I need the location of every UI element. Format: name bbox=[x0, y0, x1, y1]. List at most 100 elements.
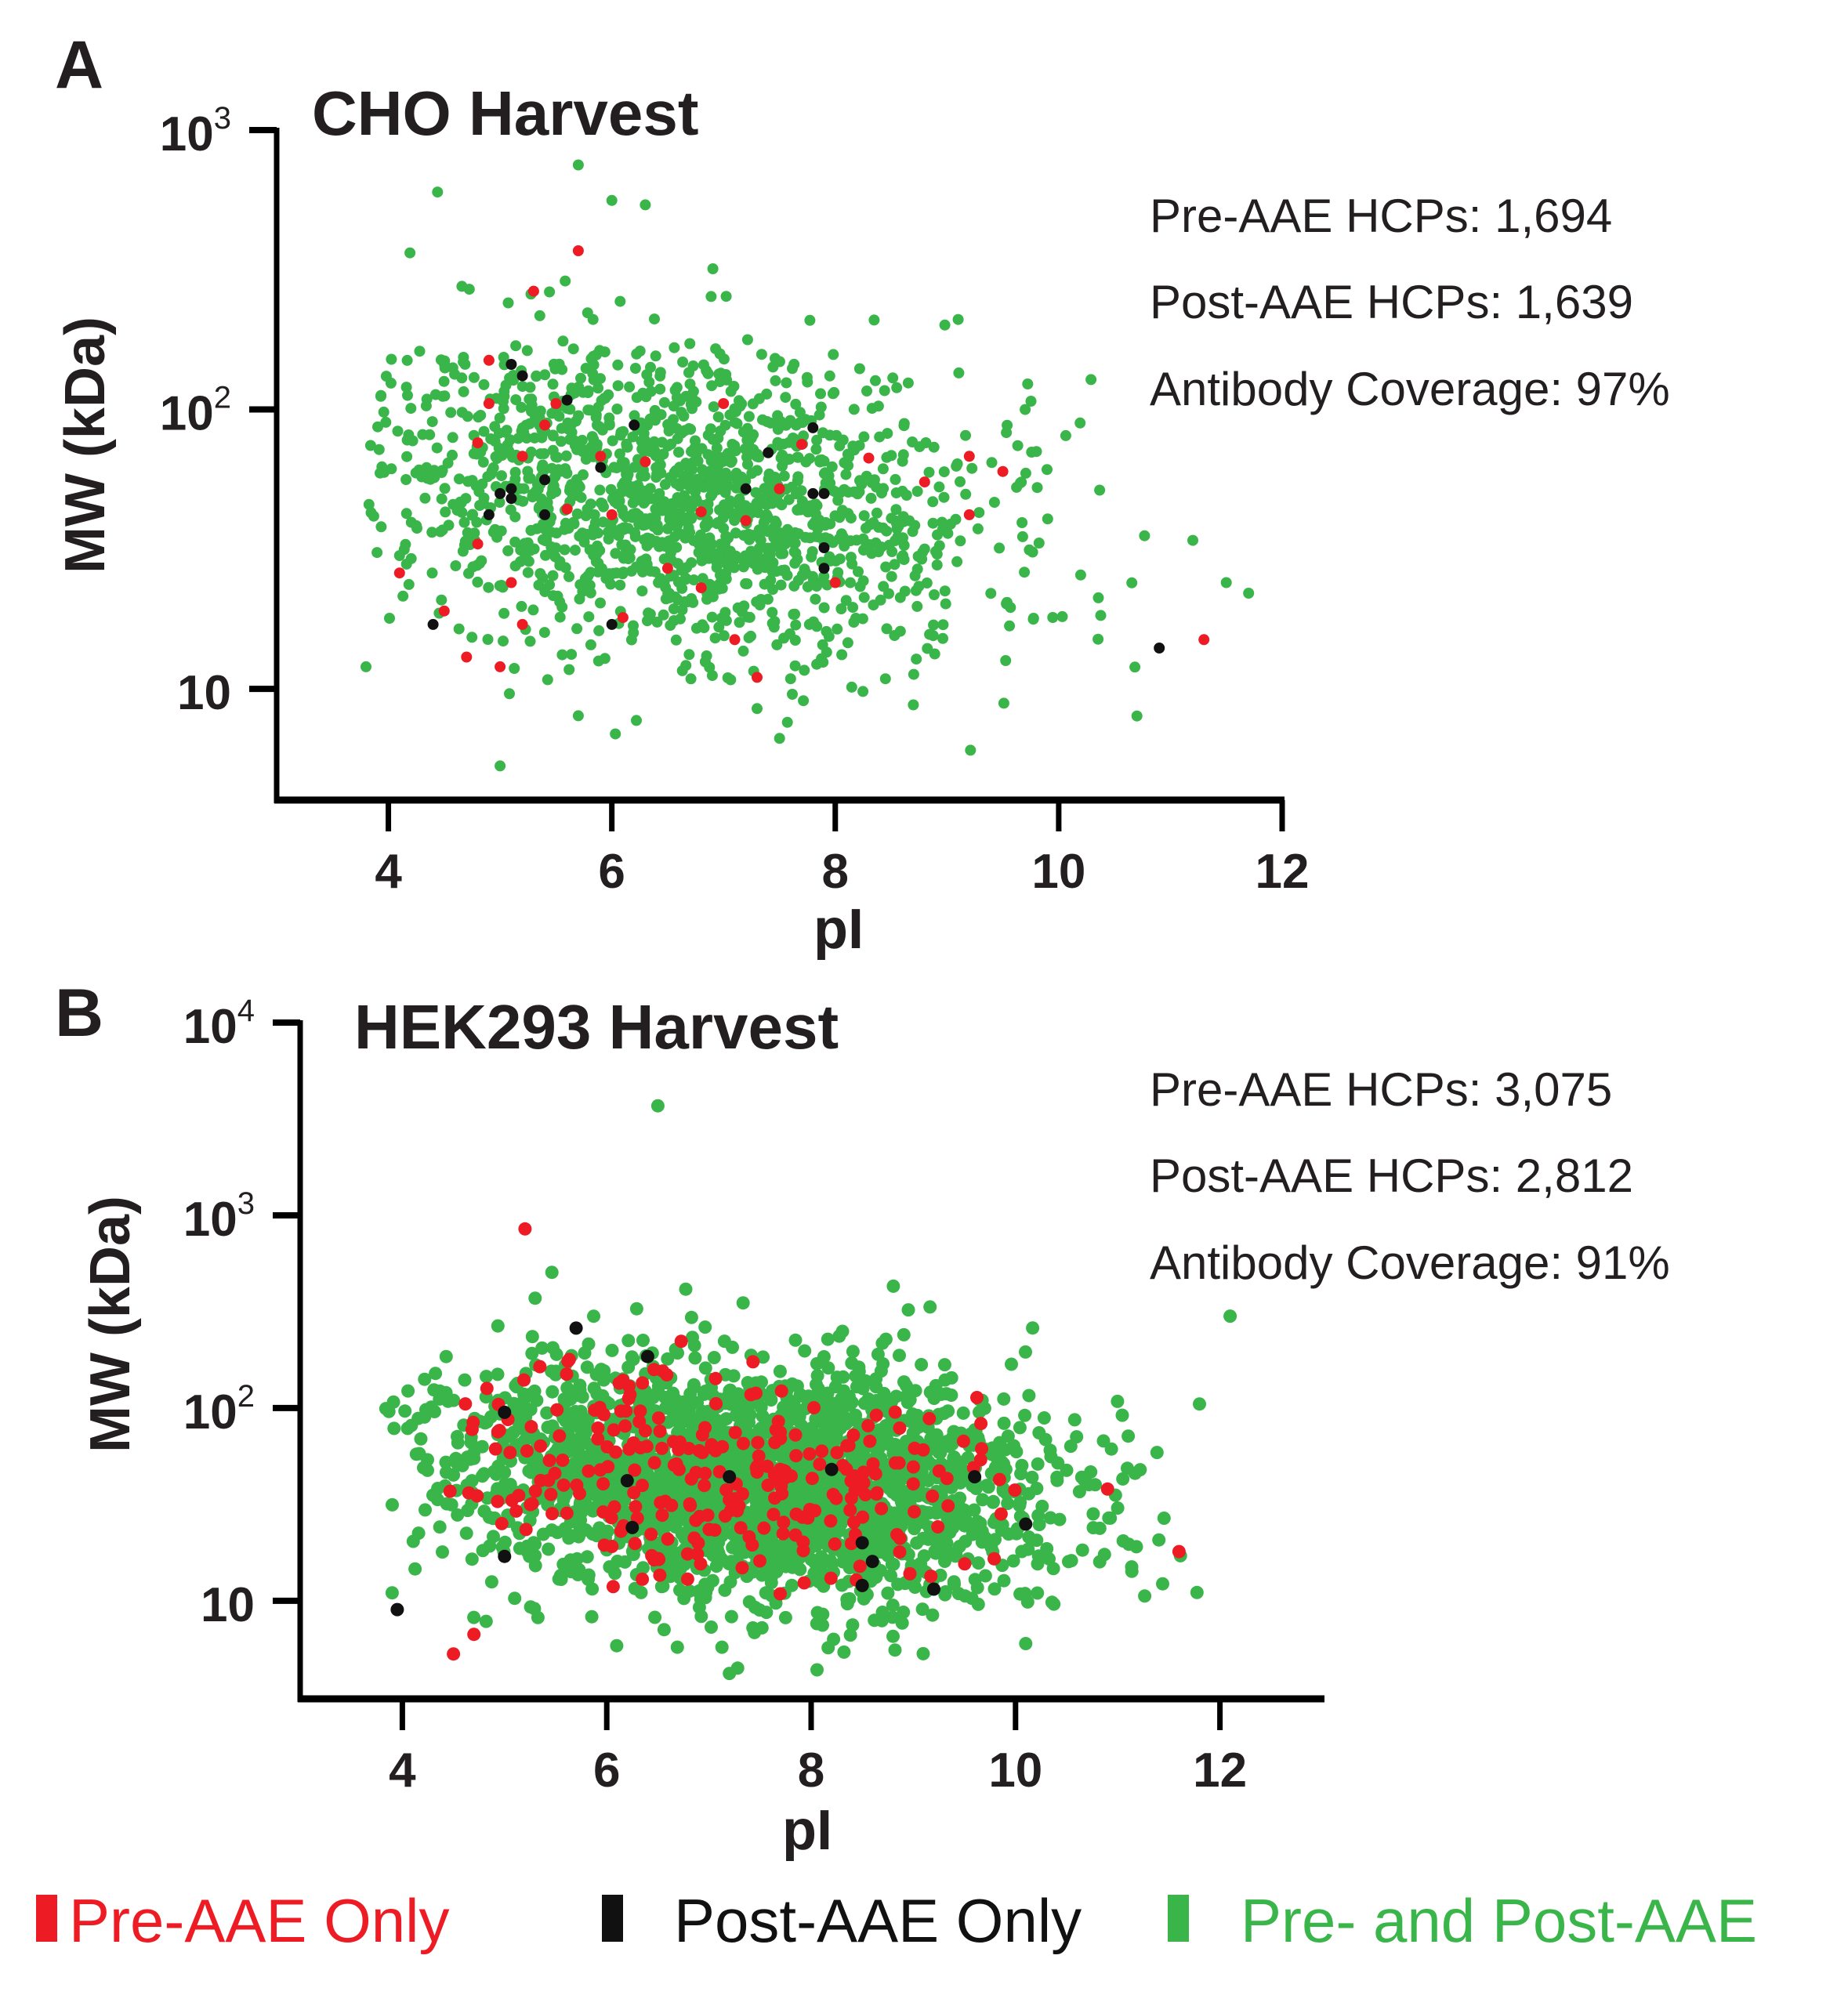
data-point-both bbox=[923, 466, 935, 478]
data-point-both bbox=[799, 1391, 813, 1405]
data-point-pre-only bbox=[708, 1371, 723, 1385]
data-point-both bbox=[965, 744, 977, 756]
data-point-both bbox=[1001, 427, 1013, 439]
data-point-both bbox=[639, 470, 650, 482]
data-point-both bbox=[822, 1403, 836, 1417]
data-point-both bbox=[846, 1345, 860, 1359]
data-point-both bbox=[636, 585, 648, 597]
data-point-pre-only bbox=[1100, 1482, 1114, 1496]
data-point-both bbox=[737, 645, 749, 657]
data-point-both bbox=[845, 577, 856, 588]
data-point-both bbox=[987, 1582, 1002, 1596]
data-point-both bbox=[1129, 661, 1141, 673]
data-point-both bbox=[556, 601, 568, 613]
data-point-both bbox=[1125, 1564, 1139, 1578]
data-point-both bbox=[387, 1421, 401, 1436]
data-point-both bbox=[881, 1586, 895, 1600]
data-point-pre-only bbox=[752, 1449, 766, 1463]
data-point-both bbox=[877, 522, 889, 534]
data-point-pre-only bbox=[683, 1498, 698, 1512]
data-point-both bbox=[479, 1614, 493, 1628]
data-point-both bbox=[869, 1372, 883, 1386]
legend-item-pre-only: Pre-AAE Only bbox=[36, 1886, 449, 1955]
data-point-both bbox=[842, 460, 854, 472]
data-point-both bbox=[869, 1393, 883, 1407]
data-point-pre-only bbox=[729, 634, 741, 646]
data-point-both bbox=[877, 463, 889, 475]
data-point-both bbox=[718, 353, 730, 365]
data-point-both bbox=[1026, 1321, 1040, 1335]
data-point-both bbox=[670, 634, 682, 646]
data-point-pre-only bbox=[550, 1403, 564, 1417]
data-point-pre-only bbox=[466, 1415, 480, 1429]
data-point-both bbox=[545, 1341, 560, 1355]
data-point-both bbox=[752, 703, 763, 715]
data-point-post-only bbox=[807, 487, 819, 499]
data-point-pre-only bbox=[597, 1407, 611, 1421]
data-point-both bbox=[972, 1556, 985, 1570]
data-point-both bbox=[840, 1592, 854, 1606]
data-point-both bbox=[780, 392, 792, 404]
data-point-pre-only bbox=[393, 567, 405, 579]
data-point-both bbox=[748, 1600, 762, 1614]
data-point-both bbox=[1043, 1511, 1057, 1525]
data-point-both bbox=[868, 517, 879, 528]
data-point-both bbox=[759, 578, 770, 590]
data-point-both bbox=[542, 1542, 556, 1556]
data-point-both bbox=[553, 411, 565, 422]
data-point-both bbox=[612, 359, 624, 371]
data-point-both bbox=[513, 1400, 527, 1414]
data-point-both bbox=[629, 527, 641, 538]
data-point-both bbox=[927, 496, 939, 508]
data-point-both bbox=[861, 386, 872, 396]
data-point-both bbox=[684, 1310, 698, 1324]
data-point-both bbox=[560, 450, 572, 462]
data-point-both bbox=[810, 1524, 824, 1538]
data-point-both bbox=[595, 597, 606, 609]
data-point-both bbox=[800, 456, 812, 468]
data-point-both bbox=[763, 483, 774, 494]
data-point-pre-only bbox=[774, 1587, 787, 1601]
data-point-both bbox=[408, 1562, 422, 1576]
data-point-both bbox=[426, 567, 438, 579]
data-point-both bbox=[424, 429, 436, 440]
data-point-both bbox=[818, 570, 830, 582]
data-point-both bbox=[459, 358, 471, 370]
data-point-both bbox=[658, 496, 670, 508]
data-point-pre-only bbox=[906, 1460, 920, 1474]
data-point-both bbox=[1020, 467, 1031, 479]
data-point-pre-only bbox=[893, 1545, 907, 1559]
data-point-both bbox=[938, 1373, 952, 1387]
data-point-post-only bbox=[763, 447, 774, 458]
data-point-both bbox=[565, 1562, 579, 1576]
data-point-both bbox=[739, 550, 751, 562]
data-point-both bbox=[385, 1586, 399, 1600]
data-point-both bbox=[956, 1406, 970, 1420]
data-point-both bbox=[778, 1610, 792, 1624]
data-point-both bbox=[1157, 1512, 1171, 1525]
panel-a: A CHO Harvest MW (kDa) pI 10 102 103 4 6 8 10… bbox=[54, 27, 1670, 961]
data-point-both bbox=[736, 1296, 750, 1310]
data-point-both bbox=[585, 1582, 600, 1596]
data-point-both bbox=[386, 1395, 400, 1409]
data-point-post-only bbox=[740, 483, 752, 494]
data-point-both bbox=[871, 481, 882, 493]
legend: Pre-AAE Only Post-AAE Only Pre- and Post… bbox=[36, 1886, 1757, 1955]
data-point-both bbox=[729, 403, 741, 415]
data-point-both bbox=[453, 623, 465, 635]
data-point-both bbox=[539, 369, 551, 381]
data-point-both bbox=[744, 611, 756, 623]
data-point-both bbox=[837, 1645, 851, 1659]
data-point-both bbox=[805, 1491, 819, 1505]
data-point-both bbox=[719, 607, 731, 618]
data-point-both bbox=[835, 603, 847, 614]
data-point-pre-only bbox=[516, 618, 528, 630]
data-point-pre-only bbox=[519, 1523, 533, 1537]
panel-letter-b: B bbox=[55, 976, 103, 1051]
data-point-pre-only bbox=[919, 476, 930, 488]
data-point-both bbox=[1022, 1389, 1036, 1403]
data-point-both bbox=[451, 1429, 464, 1443]
data-point-both bbox=[504, 434, 516, 446]
data-point-both bbox=[545, 1385, 560, 1399]
data-point-pre-only bbox=[932, 1464, 946, 1478]
